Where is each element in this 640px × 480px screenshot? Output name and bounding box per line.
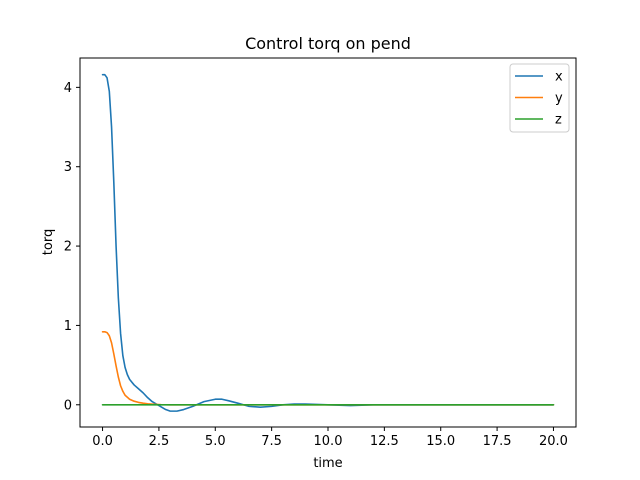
y-tick-label: 1	[64, 319, 72, 334]
y-tick-label: 4	[64, 81, 72, 96]
series-layer	[101, 73, 555, 412]
x-tick-label: 0.0	[92, 434, 113, 449]
x-tick-label: 15.0	[426, 434, 455, 449]
x-tick-label: 5.0	[205, 434, 226, 449]
y-axis-ticks: 0 1 2 3 4	[64, 81, 80, 413]
chart-title: Control torq on pend	[245, 34, 411, 53]
x-tick-label: 2.5	[149, 434, 170, 449]
x-tick-label: 20.0	[539, 434, 568, 449]
legend-items: xyz	[515, 70, 563, 128]
x-tick-label: 7.5	[261, 434, 282, 449]
x-tick-label: 17.5	[483, 434, 512, 449]
y-tick-label: 0	[64, 398, 72, 413]
legend-label-x: x	[555, 70, 563, 85]
y-tick-label: 2	[64, 240, 72, 255]
x-tick-label: 12.5	[370, 434, 399, 449]
legend: xyz	[509, 63, 570, 133]
x-axis-label: time	[313, 456, 342, 471]
legend-label-z: z	[555, 113, 562, 128]
y-axis-label: torq	[41, 229, 56, 255]
y-tick-label: 3	[64, 160, 72, 175]
x-axis-ticks: 0.0 2.5 5.0 7.5 10.0 12.5 15.0 17.5 20.0	[92, 427, 568, 449]
x-tick-label: 10.0	[314, 434, 343, 449]
legend-label-y: y	[555, 91, 563, 106]
